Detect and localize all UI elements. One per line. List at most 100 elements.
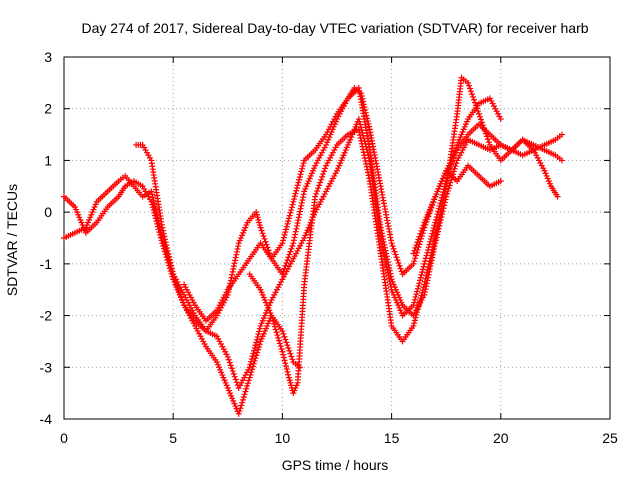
data-point — [271, 320, 277, 327]
data-point — [392, 251, 399, 258]
data-point — [300, 194, 307, 201]
data-point — [442, 196, 449, 203]
data-point — [431, 243, 438, 250]
data-point — [430, 225, 437, 232]
data-point — [380, 239, 387, 246]
data-point — [420, 222, 427, 229]
data-point — [447, 179, 454, 186]
data-point — [397, 265, 404, 272]
data-point — [428, 260, 435, 267]
data-point — [239, 396, 246, 403]
data-point — [312, 193, 319, 200]
data-point — [415, 236, 422, 243]
data-point — [321, 168, 328, 175]
data-point — [291, 234, 298, 241]
data-point — [382, 247, 389, 254]
data-point — [471, 99, 478, 106]
data-point — [481, 127, 488, 134]
data-point — [240, 394, 247, 401]
data-point — [355, 116, 362, 123]
data-point — [180, 299, 187, 306]
data-point — [248, 356, 255, 363]
data-point — [258, 227, 265, 234]
data-point — [393, 254, 400, 261]
y-tick-label: 1 — [44, 152, 52, 168]
data-point — [395, 259, 402, 266]
data-point — [437, 216, 444, 223]
data-point — [292, 231, 299, 238]
data-point — [154, 220, 161, 227]
data-point — [281, 231, 288, 238]
data-point — [430, 227, 437, 234]
data-point — [468, 88, 475, 95]
data-point — [295, 217, 302, 224]
data-point — [284, 257, 291, 264]
data-point — [280, 237, 287, 244]
data-point — [273, 329, 280, 336]
data-point — [293, 185, 300, 192]
data-point — [387, 270, 394, 277]
data-point — [410, 250, 417, 257]
data-point — [288, 204, 295, 211]
data-point — [162, 236, 169, 243]
data-point — [170, 271, 177, 278]
data-point — [280, 354, 287, 361]
data-point — [381, 241, 388, 248]
data-point — [287, 209, 294, 216]
data-point — [289, 201, 296, 208]
data-point — [415, 282, 422, 289]
series-track-3 — [133, 95, 504, 391]
data-point — [161, 233, 168, 240]
data-point — [425, 271, 432, 278]
data-point — [475, 110, 482, 117]
data-point — [167, 259, 174, 266]
data-point — [282, 336, 289, 343]
data-point — [255, 346, 262, 353]
data-point — [166, 256, 173, 263]
data-point — [432, 237, 439, 244]
data-point — [285, 215, 292, 222]
data-point — [162, 239, 169, 246]
data-point — [159, 227, 166, 234]
data-point — [394, 257, 401, 264]
data-point — [358, 140, 365, 147]
data-point — [417, 230, 424, 237]
data-point — [419, 225, 426, 232]
data-point — [254, 333, 261, 340]
axis-ticks: 0 5 10 15 20 25 -4 -3 -2 -1 0 1 2 3 — [40, 49, 618, 446]
y-tick-label: 3 — [44, 49, 52, 65]
data-point — [229, 368, 236, 375]
data-point — [243, 385, 250, 392]
y-tick-label: 0 — [44, 204, 52, 220]
data-point — [439, 208, 446, 215]
data-point — [298, 199, 305, 206]
data-point — [231, 373, 238, 380]
data-point — [452, 162, 459, 169]
data-point — [426, 241, 433, 248]
data-point — [290, 237, 297, 244]
data-point — [230, 263, 237, 270]
data-point — [451, 150, 458, 157]
data-point — [297, 171, 304, 178]
data-point — [256, 341, 263, 348]
data-point — [285, 371, 292, 378]
data-point — [424, 277, 431, 284]
data-point — [285, 254, 292, 261]
data-point — [360, 146, 367, 153]
data-point — [244, 382, 251, 389]
data-point — [286, 212, 293, 219]
data-point — [446, 182, 453, 189]
data-point — [230, 266, 237, 273]
data-point — [411, 258, 418, 265]
data-point — [474, 108, 481, 115]
data-point — [383, 250, 390, 257]
data-point — [280, 351, 287, 358]
data-point — [419, 269, 426, 276]
x-tick-label: 25 — [602, 430, 618, 446]
data-point — [248, 358, 255, 365]
data-point — [428, 233, 435, 240]
data-point — [284, 368, 291, 375]
data-point — [427, 263, 434, 270]
data-point — [150, 207, 157, 214]
series-track-2 — [61, 178, 303, 417]
